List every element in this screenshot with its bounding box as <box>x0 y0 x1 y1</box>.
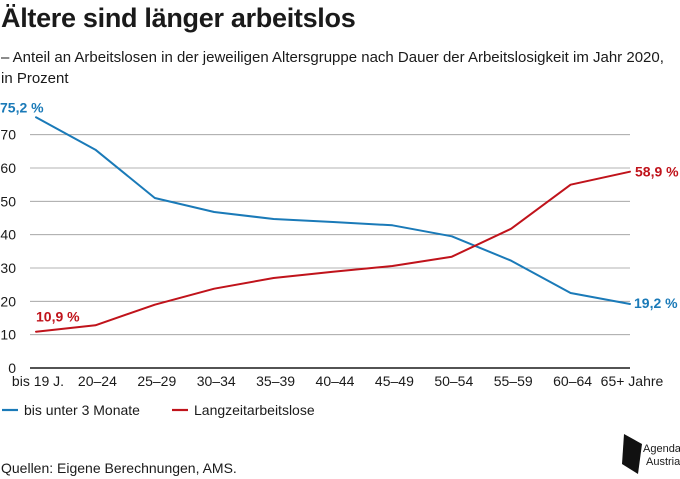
data-label: 58,9 % <box>635 164 679 180</box>
logo-line-1: Agenda <box>643 443 680 455</box>
x-tick-label: 60–64 <box>553 373 592 389</box>
y-tick-label: 20 <box>0 293 16 309</box>
legend-label: bis unter 3 Monate <box>24 402 140 418</box>
data-label: 75,2 % <box>0 99 44 115</box>
y-tick-label: 70 <box>0 127 16 143</box>
x-tick-label: 65+ Jahre <box>601 373 664 389</box>
data-labels: 75,2 % 19,2 % 10,9 % 58,9 % <box>0 99 679 324</box>
series-lines <box>35 116 631 333</box>
x-tick-label: 45–49 <box>375 373 414 389</box>
y-axis-ticks: 0 10 20 30 40 50 60 70 <box>0 127 16 376</box>
series-line-1 <box>35 116 631 305</box>
y-tick-label: 0 <box>8 360 16 376</box>
x-tick-label: 25–29 <box>137 373 176 389</box>
agenda-austria-logo: Agenda Austria <box>622 434 680 474</box>
y-tick-label: 10 <box>0 327 16 343</box>
series-line-2 <box>35 170 631 333</box>
chart-subtitle: – Anteil an Arbeitslosen in der jeweilig… <box>1 49 664 87</box>
data-label: 10,9 % <box>36 309 80 325</box>
legend: bis unter 3 Monate Langzeitarbeitslose <box>2 402 315 418</box>
logo-line-2: Austria <box>646 456 680 468</box>
chart-title: Ältere sind länger arbeitslos <box>1 3 356 33</box>
y-tick-label: 60 <box>0 160 16 176</box>
source-note: Quellen: Eigene Berechnungen, AMS. <box>1 460 237 476</box>
grid <box>30 134 630 369</box>
x-tick-label: 40–44 <box>316 373 355 389</box>
x-axis-ticks: bis 19 J. 20–24 25–29 30–34 35–39 40–44 45–49 5… <box>12 373 664 389</box>
x-tick-label: 55–59 <box>494 373 533 389</box>
y-tick-label: 50 <box>0 193 16 209</box>
x-tick-label: bis 19 J. <box>12 373 64 389</box>
y-tick-label: 40 <box>0 227 16 243</box>
x-tick-label: 30–34 <box>197 373 236 389</box>
data-label: 19,2 % <box>634 295 678 311</box>
x-tick-label: 35–39 <box>256 373 295 389</box>
logo-mark-icon <box>622 434 642 474</box>
legend-label: Langzeitarbeitslose <box>194 402 315 418</box>
x-tick-label: 50–54 <box>434 373 473 389</box>
x-tick-label: 20–24 <box>78 373 117 389</box>
y-tick-label: 30 <box>0 260 16 276</box>
